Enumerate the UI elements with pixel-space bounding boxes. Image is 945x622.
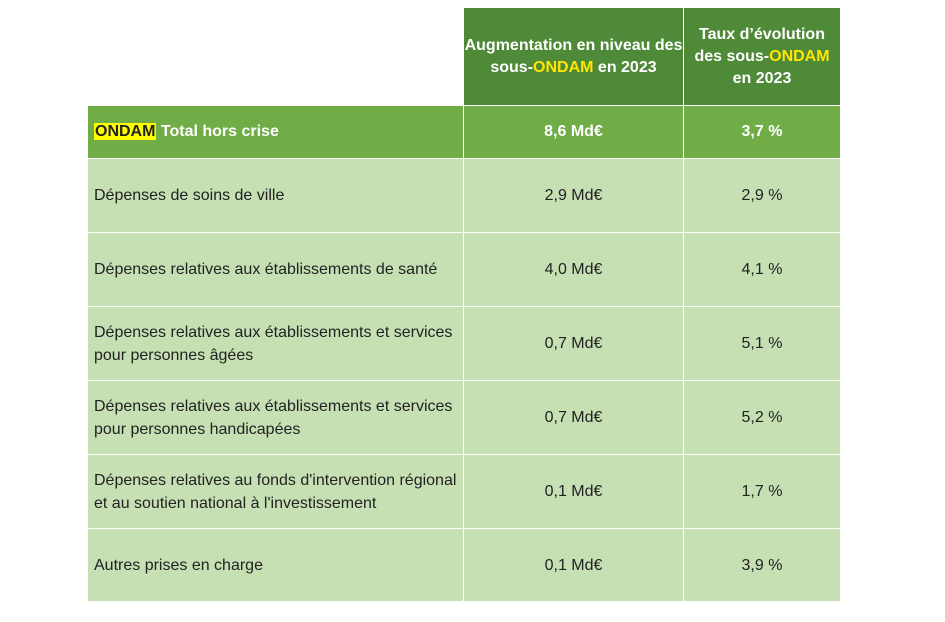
row-niveau: 2,9 Md€: [463, 158, 684, 232]
total-row: ONDAM Total hors crise 8,6 Md€ 3,7 %: [88, 105, 840, 158]
table-row: Autres prises en charge 0,1 Md€ 3,9 %: [88, 528, 840, 601]
table-row: Dépenses relatives aux établissements de…: [88, 232, 840, 306]
row-taux: 5,2 %: [684, 380, 840, 454]
row-niveau: 0,1 Md€: [463, 528, 684, 601]
row-taux: 5,1 %: [684, 306, 840, 380]
header-niveau-text-2: en 2023: [593, 58, 657, 76]
header-empty-cell: [88, 8, 463, 105]
table-row: Dépenses relatives au fonds d'interventi…: [88, 454, 840, 528]
row-taux: 1,7 %: [684, 454, 840, 528]
total-niveau: 8,6 Md€: [463, 105, 684, 158]
row-label: Dépenses relatives au fonds d'interventi…: [88, 454, 463, 528]
table-row: Dépenses relatives aux établissements et…: [88, 306, 840, 380]
header-niveau-text-1: Augmentation en niveau des sous-: [464, 36, 683, 76]
total-label: ONDAM Total hors crise: [88, 105, 463, 158]
row-label: Dépenses de soins de ville: [88, 158, 463, 232]
table-row: Dépenses de soins de ville 2,9 Md€ 2,9 %: [88, 158, 840, 232]
header-taux-text-1: Taux d’évolution des sous-: [694, 25, 825, 65]
total-label-ondam: ONDAM: [94, 123, 157, 140]
row-label: Dépenses relatives aux établissements de…: [88, 232, 463, 306]
row-niveau: 0,7 Md€: [463, 306, 684, 380]
row-label: Dépenses relatives aux établissements et…: [88, 306, 463, 380]
header-taux-text-2: en 2023: [732, 69, 792, 87]
row-taux: 3,9 %: [684, 528, 840, 601]
table-row: Dépenses relatives aux établissements et…: [88, 380, 840, 454]
ondam-table: Augmentation en niveau des sous-ONDAM en…: [88, 8, 840, 601]
row-label: Autres prises en charge: [88, 528, 463, 601]
header-taux-ondam: ONDAM: [769, 47, 830, 65]
table-header-row: Augmentation en niveau des sous-ONDAM en…: [88, 8, 840, 105]
row-niveau: 0,7 Md€: [463, 380, 684, 454]
header-niveau: Augmentation en niveau des sous-ONDAM en…: [463, 8, 684, 105]
total-label-rest: Total hors crise: [156, 123, 279, 140]
row-label: Dépenses relatives aux établissements et…: [88, 380, 463, 454]
row-niveau: 0,1 Md€: [463, 454, 684, 528]
row-taux: 2,9 %: [684, 158, 840, 232]
total-taux: 3,7 %: [684, 105, 840, 158]
row-taux: 4,1 %: [684, 232, 840, 306]
header-niveau-ondam: ONDAM: [533, 58, 594, 76]
header-taux: Taux d’évolution des sous-ONDAM en 2023: [684, 8, 840, 105]
row-niveau: 4,0 Md€: [463, 232, 684, 306]
